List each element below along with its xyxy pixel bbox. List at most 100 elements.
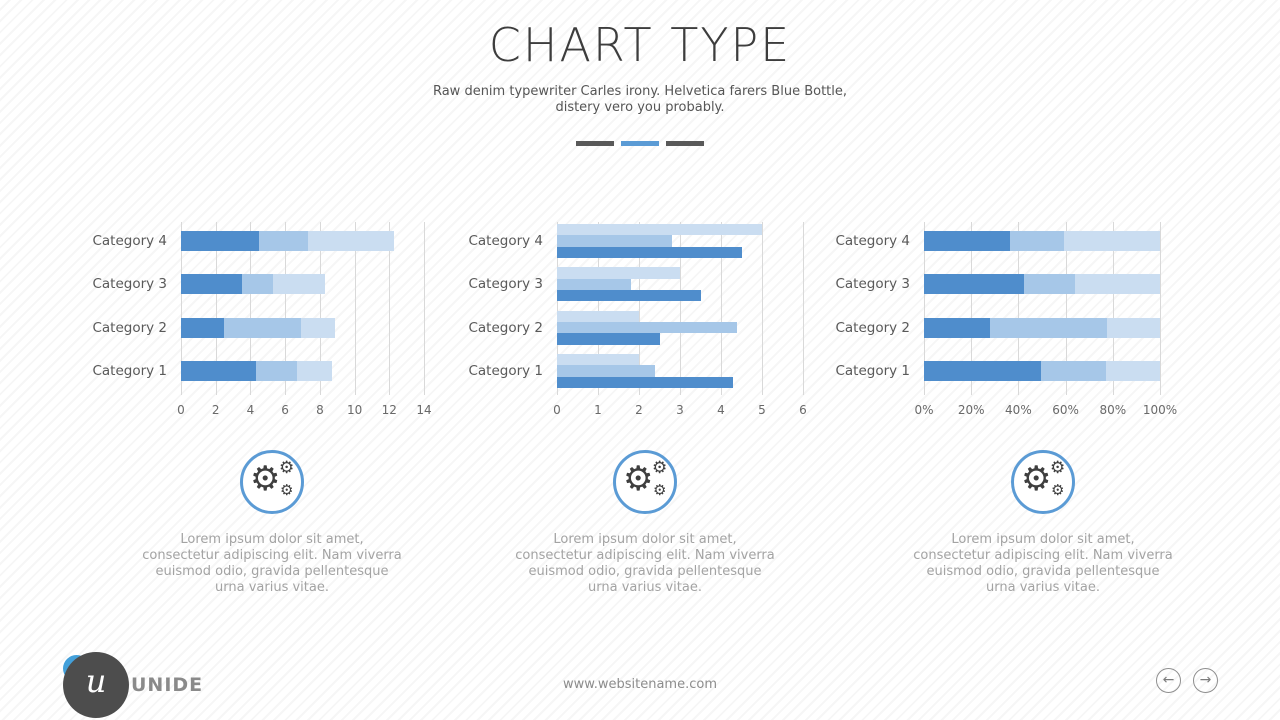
pagination-dash-3[interactable]	[666, 141, 704, 146]
axis-tick-label: 0	[553, 403, 561, 417]
feature-icon-circle-1: ⚙ ⚙ ⚙	[240, 450, 304, 514]
axis-tick-label: 8	[316, 403, 324, 417]
bar-series-2	[557, 365, 656, 377]
category-label: Category 2	[92, 319, 167, 336]
axis-tick-label: 10	[346, 403, 363, 417]
category-label: Category 3	[92, 276, 167, 293]
bar-series-1	[557, 246, 742, 258]
bar-segment-series-3	[1105, 361, 1160, 381]
bar-series-2	[557, 235, 672, 247]
bar-segment-series-2	[1023, 274, 1075, 295]
bar-series-2	[557, 322, 738, 334]
bar-series-3	[557, 310, 639, 322]
bar-segment-series-1	[181, 231, 260, 251]
chart-grouped: 0 1 2 3 4 5 6 Category 4 Category 3 Category 2 Cat…	[468, 222, 807, 417]
bar-series-3	[557, 354, 639, 366]
gridline	[250, 222, 252, 395]
chart-stacked: 0 2 4 6 8 10 12 14 Category 4 Category 3 Category …	[92, 222, 432, 417]
gridline	[1160, 222, 1161, 395]
gears-icon: ⚙	[1021, 459, 1052, 499]
bar-segment-series-3	[1074, 274, 1160, 295]
axis-tick-label: 12	[381, 403, 397, 417]
chart-percent_stacked: 0% 20% 40% 60% 80% 100% Category 4 Category 3 Ca…	[835, 222, 1177, 417]
logo: u	[63, 652, 129, 718]
axis-tick-label: 0	[177, 403, 185, 417]
gridline	[762, 222, 763, 395]
gears-icon: ⚙	[653, 481, 667, 499]
bar-segment-series-3	[1064, 231, 1160, 251]
gears-icon: ⚙	[1051, 481, 1065, 499]
bar-series-3	[557, 224, 762, 236]
bar-segment-series-3	[300, 317, 336, 338]
bar-segment-series-3	[307, 231, 395, 251]
gridline	[285, 222, 287, 395]
axis-tick-label: 2	[211, 403, 220, 417]
gridline	[924, 222, 925, 395]
bar-series-2	[557, 278, 631, 290]
gridline	[557, 222, 558, 395]
gears-icon: ⚙	[652, 458, 668, 478]
page-title: CHART TYPE	[488, 18, 792, 72]
bar-segment-series-2	[1040, 361, 1106, 381]
pagination-dash-1[interactable]	[576, 141, 614, 146]
gears-icon: ⚙	[280, 481, 294, 499]
axis-tick-label: 5	[758, 403, 766, 417]
gridline	[1018, 222, 1020, 395]
gridline	[971, 222, 973, 395]
axis-tick-label: 100%	[1142, 403, 1178, 417]
bar-series-3	[557, 267, 680, 279]
bar-segment-series-2	[255, 361, 298, 381]
bar-segment-series-3	[273, 274, 326, 295]
subtitle-line-2: distery vero you probably.	[555, 100, 725, 115]
axis-tick-label: 2	[635, 403, 643, 417]
next-slide-button[interactable]: →	[1193, 668, 1218, 693]
prev-slide-button[interactable]: ←	[1156, 668, 1181, 693]
category-label: Category 4	[468, 233, 543, 249]
bar-segment-series-2	[1010, 231, 1064, 251]
axis-tick-label: 1	[594, 403, 602, 417]
bar-segment-series-2	[990, 317, 1107, 338]
bar-segment-series-2	[224, 317, 301, 338]
category-label: Category 2	[835, 319, 910, 336]
axis-tick-label: 60%	[1052, 403, 1079, 417]
category-label: Category 3	[468, 276, 543, 293]
bar-segment-series-3	[297, 361, 332, 381]
axis-tick-label: 0%	[914, 403, 934, 417]
feature-icon-circle-2: ⚙ ⚙ ⚙	[613, 450, 677, 514]
category-label: Category 1	[468, 363, 543, 379]
feature-text-1: Lorem ipsum dolor sit amet, consectetur …	[142, 532, 402, 595]
bar-segment-series-2	[259, 231, 308, 251]
gears-icon: ⚙	[1050, 458, 1066, 478]
axis-tick-label: 80%	[1099, 403, 1127, 417]
bar-segment-series-1	[924, 274, 1024, 295]
gridline	[1065, 222, 1067, 395]
feature-icon-circle-3: ⚙ ⚙ ⚙	[1011, 450, 1075, 514]
gears-icon: ⚙	[250, 459, 281, 499]
gears-icon: ⚙	[623, 459, 654, 499]
gridline	[424, 222, 425, 395]
axis-tick-label: 6	[281, 403, 289, 417]
pagination-dash-2[interactable]	[621, 141, 659, 146]
bar-segment-series-1	[181, 317, 225, 338]
category-label: Category 3	[835, 276, 910, 293]
category-label: Category 1	[835, 363, 910, 379]
gridline	[598, 222, 599, 395]
bar-segment-series-2	[241, 274, 273, 295]
bar-segment-series-3	[1107, 317, 1160, 338]
category-label: Category 2	[468, 319, 543, 336]
gridline	[319, 222, 321, 395]
gridline	[1112, 222, 1114, 395]
gridline	[354, 222, 356, 395]
bar-segment-series-1	[924, 361, 1041, 381]
bar-segment-series-1	[181, 361, 256, 381]
subtitle-line-1: Raw denim typewriter Carles irony. Helve…	[432, 84, 848, 99]
subtitle: Raw denim typewriter Carles irony. Helve…	[0, 84, 1280, 116]
feature-text-2: Lorem ipsum dolor sit amet, consectetur …	[515, 532, 775, 595]
category-label: Category 4	[92, 233, 167, 249]
axis-tick-label: 40%	[1005, 403, 1032, 417]
axis-tick-label: 4	[717, 403, 725, 417]
axis-tick-label: 14	[416, 403, 432, 417]
category-label: Category 1	[92, 363, 167, 379]
feature-text-3: Lorem ipsum dolor sit amet, consectetur …	[913, 532, 1173, 595]
